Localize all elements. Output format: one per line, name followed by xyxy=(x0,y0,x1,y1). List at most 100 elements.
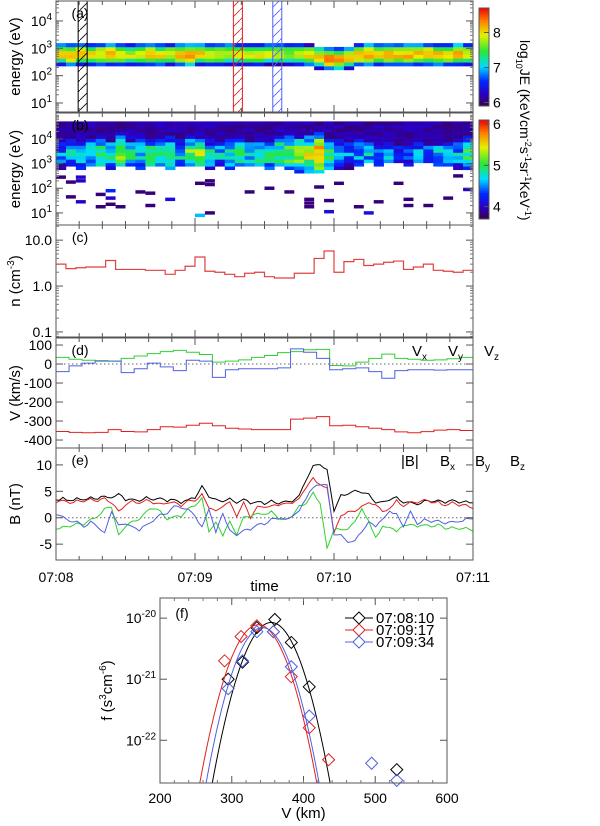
colorbar-segment xyxy=(479,94,489,97)
spectrogram-cell xyxy=(56,50,67,55)
spectrogram-cell xyxy=(443,155,454,160)
colorbar-segment xyxy=(479,120,489,123)
legend-entry: |B| xyxy=(401,453,419,470)
spectrogram-cell xyxy=(274,128,285,133)
colorbar-segment xyxy=(479,42,489,45)
spectrogram-cell xyxy=(324,66,335,71)
spectrogram-cell xyxy=(413,46,424,52)
spectrogram-cell xyxy=(125,138,136,143)
spectrogram-cell xyxy=(463,50,474,55)
spectrogram-cell xyxy=(165,155,176,160)
spectrogram-cell xyxy=(155,152,166,157)
spectrogram-cell xyxy=(324,155,335,160)
spectrogram-cell xyxy=(294,62,305,67)
spectrogram-cell xyxy=(433,58,444,63)
spectrogram-cell xyxy=(284,149,295,153)
spectrogram-cell xyxy=(453,135,464,139)
colorbar-tick-label: 6 xyxy=(493,95,501,111)
spectrogram-cell xyxy=(85,149,97,153)
spectrogram-cell xyxy=(423,155,434,160)
spectrogram-cell xyxy=(294,131,305,136)
colorbar-segment xyxy=(479,50,489,53)
spectrogram-cell xyxy=(343,155,355,160)
spectrogram-cell xyxy=(443,58,454,63)
spectrogram-cell xyxy=(224,124,236,129)
spectrogram-cell xyxy=(423,50,434,55)
spectrogram-cell xyxy=(463,152,474,157)
data-point-diamond xyxy=(284,669,299,684)
spectrogram-cell xyxy=(135,121,146,126)
spectrogram-cell xyxy=(264,62,275,67)
spectrogram-cell xyxy=(443,162,454,167)
spectrogram-cell xyxy=(453,124,464,129)
spectrogram-cell xyxy=(463,54,474,59)
spectrogram-cell xyxy=(294,135,305,139)
spectrogram-cell xyxy=(383,145,394,150)
spectrogram-cell xyxy=(423,152,434,157)
spectrogram-cell xyxy=(433,131,444,136)
spectrogram-cell xyxy=(135,131,146,136)
spectrogram-cell xyxy=(75,179,86,183)
spectrogram-cell xyxy=(324,145,335,150)
spectrogram-cell xyxy=(175,46,186,52)
spectrogram-cell xyxy=(244,155,255,160)
spectrogram-cell xyxy=(145,46,156,52)
spectrogram-cell xyxy=(195,138,206,143)
spectrogram-cell xyxy=(363,43,375,48)
spectrogram-cell xyxy=(294,121,305,126)
spectrogram-cell xyxy=(155,128,166,133)
spectrogram-cell xyxy=(264,138,275,143)
spectrogram-cell xyxy=(204,155,216,160)
spectrogram-cell xyxy=(264,159,275,164)
spectrogram-cell xyxy=(85,62,97,67)
spectrogram-cell xyxy=(423,43,434,48)
spectrogram-cell xyxy=(105,124,116,129)
spectrogram-cell xyxy=(234,152,245,157)
spectrogram-cell xyxy=(85,124,97,129)
colorbar-segment xyxy=(479,25,489,29)
spectrogram-cell xyxy=(264,121,275,126)
colorbar-segment xyxy=(479,146,489,149)
colorbar-segment xyxy=(479,9,489,12)
spectrogram-cell xyxy=(264,58,275,63)
x-axis-label: V (km) xyxy=(281,805,325,822)
spectrogram-cell xyxy=(433,43,444,48)
colorbar-segment xyxy=(479,12,489,16)
spectrogram-cell xyxy=(224,142,236,146)
spectrogram-cell xyxy=(214,145,226,150)
spectrogram-cell xyxy=(105,202,116,207)
spectrogram-cell xyxy=(155,162,166,167)
spectrogram-cell xyxy=(56,43,67,48)
spectrogram-cell xyxy=(403,62,414,67)
spectrogram-cell xyxy=(254,128,265,133)
y-tick-label: -100 xyxy=(24,375,52,391)
spectrogram-cell xyxy=(195,213,205,218)
spectrogram-cell xyxy=(393,124,404,129)
spectrogram-cell xyxy=(65,128,77,133)
spectrogram-cell xyxy=(403,121,414,126)
spectrogram-cell xyxy=(165,54,176,59)
spectrogram-cell xyxy=(244,152,255,157)
spectrogram-cell xyxy=(234,149,245,153)
spectrogram-cell xyxy=(56,142,67,146)
spectrogram-cell xyxy=(274,131,285,136)
spectrogram-cell xyxy=(165,62,176,67)
spectrogram-cell xyxy=(373,131,384,136)
spectrogram-cell xyxy=(393,138,404,143)
spectrogram-cell xyxy=(433,50,444,55)
spectrogram-cell xyxy=(393,50,404,55)
spectrogram-cell xyxy=(463,135,474,139)
spectrogram-cell xyxy=(75,166,87,171)
spectrogram-cell xyxy=(56,145,67,150)
spectrogram-cell xyxy=(185,58,196,63)
colorbar-segment xyxy=(479,84,489,87)
spectrogram-cell xyxy=(185,128,196,133)
colorbar-segment xyxy=(479,27,489,30)
colorbar-segment xyxy=(479,177,489,180)
spectrogram-cell xyxy=(343,58,355,63)
series-line-Bmag xyxy=(55,464,474,514)
spectrogram-cell xyxy=(244,142,255,146)
spectrogram-cell xyxy=(56,149,67,153)
spectrogram-cell xyxy=(185,138,196,143)
spectrogram-cell xyxy=(56,58,67,63)
